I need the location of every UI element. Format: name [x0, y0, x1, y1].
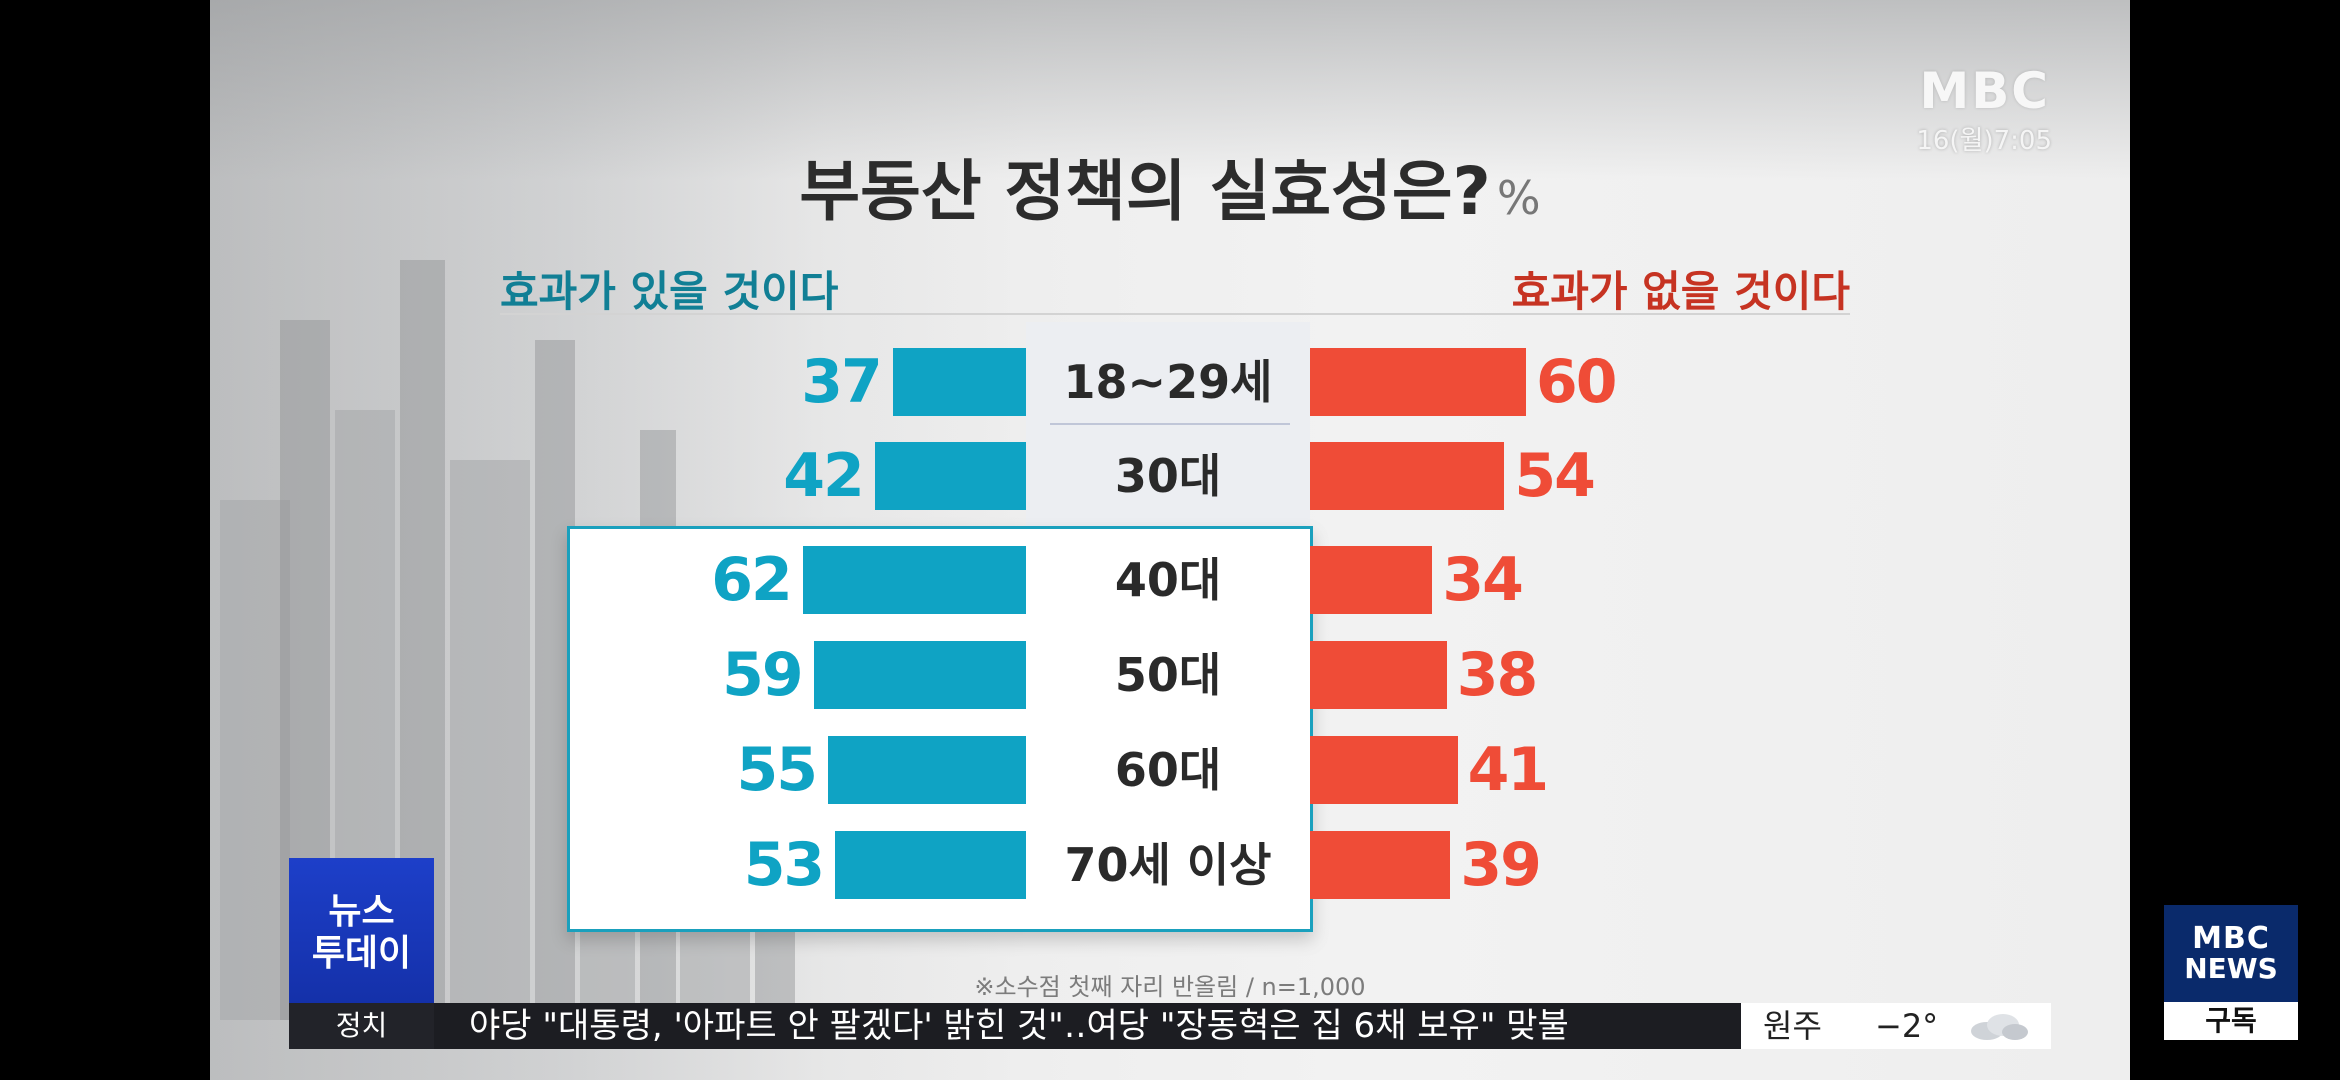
legend-positive: 효과가 있을 것이다: [500, 267, 839, 316]
bar-negative: [1310, 546, 1433, 614]
category-separator: [1050, 423, 1290, 425]
chart-footnote: ※소수점 첫째 자리 반올림 / n=1,000: [974, 973, 1366, 1001]
mbc-logo: MBC: [1919, 62, 2050, 120]
chart-title-text: 부동산 정책의 실효성은?: [799, 153, 1491, 230]
bar-positive: [892, 348, 1026, 416]
mbc-news-logo-line2: NEWS: [2184, 951, 2278, 985]
mbc-news-logo-line1: MBC: [2192, 920, 2270, 956]
ticker-category: 정치: [289, 1003, 434, 1049]
bar-negative: [1310, 442, 1505, 510]
chart-unit: %: [1496, 171, 1541, 225]
broadcast-clock: 16(월)7:05: [1916, 126, 2052, 156]
value-label-negative: 41: [1467, 735, 1549, 805]
chart-title: 부동산 정책의 실효성은?%: [210, 138, 2130, 234]
value-label-positive: 59: [722, 640, 804, 710]
subscribe-button[interactable]: 구독: [2164, 1002, 2298, 1040]
ticker-headline: 야당 "대통령, '아파트 안 팔겠다' 밝힌 것"‥여당 "장동혁은 집 6채…: [469, 1006, 1569, 1046]
legend-negative: 효과가 없을 것이다: [1511, 267, 1850, 316]
bar-negative: [1310, 641, 1447, 709]
program-badge-line1: 뉴스: [328, 891, 395, 932]
weather-widget: 원주 −2°: [1741, 1003, 2051, 1049]
mbc-news-channel-logo[interactable]: MBC NEWS 구독: [2164, 905, 2298, 1040]
bar-positive: [802, 546, 1026, 614]
mbc-news-logo: MBC NEWS: [2164, 905, 2298, 1002]
bar-positive: [835, 831, 1026, 899]
news-ticker: 정치 야당 "대통령, '아파트 안 팔겠다' 밝힌 것"‥여당 "장동혁은 집…: [289, 1003, 2051, 1049]
category-label: 70세 이상: [1064, 838, 1272, 892]
value-label-positive: 42: [783, 441, 865, 511]
cloud-icon: [1971, 1014, 2028, 1040]
category-label: 60대: [1114, 743, 1222, 797]
value-label-positive: 62: [711, 545, 793, 615]
value-label-negative: 54: [1514, 441, 1595, 511]
category-column-panel: [1026, 322, 1310, 528]
category-label: 40대: [1114, 553, 1222, 607]
value-label-positive: 53: [743, 830, 826, 900]
category-label: 30대: [1114, 449, 1222, 503]
weather-temperature: −2°: [1875, 1007, 1939, 1045]
broadcast-frame: MBC 16(월)7:05 부동산 정책의 실효성은?% 효과가 있을 것이다 …: [210, 0, 2130, 1080]
value-label-negative: 60: [1536, 347, 1617, 417]
bar-negative: [1310, 736, 1458, 804]
bar-negative: [1310, 348, 1526, 416]
value-label-negative: 34: [1442, 545, 1523, 615]
bar-positive: [874, 442, 1026, 510]
category-label: 50대: [1114, 648, 1222, 702]
value-label-positive: 55: [736, 735, 819, 805]
bar-positive: [828, 736, 1026, 804]
program-badge-line2: 투데이: [311, 933, 412, 974]
value-label-negative: 39: [1460, 830, 1541, 900]
value-label-positive: 37: [801, 347, 883, 417]
category-label: 18~29세: [1063, 355, 1273, 409]
value-label-negative: 38: [1456, 640, 1538, 710]
background-haze-top: [210, 0, 2130, 180]
weather-city: 원주: [1763, 1007, 1822, 1045]
program-badge: 뉴스 투데이: [289, 858, 434, 1008]
legend-divider: [500, 313, 1850, 315]
bar-negative: [1310, 831, 1451, 899]
bar-positive: [813, 641, 1026, 709]
